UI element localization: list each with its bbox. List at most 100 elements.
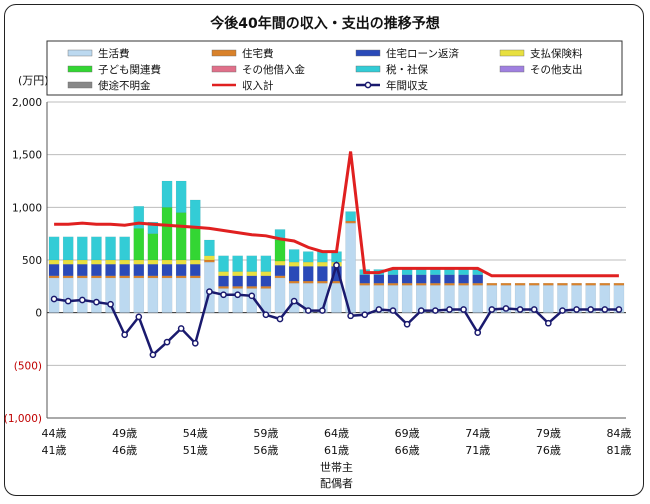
bar-segment (133, 206, 145, 229)
balance-point (516, 306, 524, 313)
bar-segment (373, 283, 385, 286)
bar-segment (303, 280, 314, 284)
x-tick-label-spouse: 71歳 (465, 444, 490, 457)
legend-label: 生活費 (98, 47, 130, 60)
legend-box (46, 40, 623, 96)
balance-point (220, 291, 227, 299)
bar-segment (48, 277, 60, 313)
balance-point (163, 338, 171, 346)
bar-segment (260, 286, 272, 289)
balance-point (573, 306, 580, 313)
legend-swatch (67, 65, 93, 73)
bar-segment (62, 277, 74, 313)
bar-segment (274, 277, 286, 313)
bar-segment (161, 180, 173, 208)
balance-point (347, 312, 354, 320)
bar-segment (444, 269, 455, 275)
bar-segment (77, 236, 88, 261)
bar-segment (48, 275, 60, 279)
x-tick-label-spouse: 56歳 (253, 444, 278, 457)
bar-segment (119, 264, 130, 276)
bar-segment (444, 283, 455, 286)
bar-segment (77, 277, 88, 313)
x-tick-label-head: 84歳 (606, 427, 631, 440)
plot-area: (1,000) (500) 0 500 1,000 1,500 2,000 44歳 41歳 49歳… (4, 97, 632, 490)
bar-segment (62, 236, 74, 261)
legend-swatch (67, 49, 93, 57)
bar-segment (571, 283, 582, 286)
balance-point (530, 306, 538, 313)
balance-point (121, 331, 129, 339)
bar-segment (288, 261, 300, 267)
bar-segment (472, 274, 483, 284)
bar-segment (133, 275, 145, 279)
bar-segment (274, 260, 286, 266)
balance-point (474, 329, 482, 337)
balance-point (544, 319, 552, 327)
bar-segment (543, 285, 554, 313)
balance-point (248, 292, 256, 300)
balance-point (107, 300, 114, 308)
bar-segment (175, 180, 187, 213)
legend-label: その他借入金 (242, 63, 305, 76)
bar-segment (430, 269, 441, 275)
x-tick-label-spouse: 41歳 (42, 444, 67, 457)
x-tick-label-spouse: 76歳 (536, 444, 561, 457)
row-title: 配偶者 (320, 477, 353, 490)
bar-segment (246, 255, 258, 272)
bar-segment (232, 286, 243, 289)
bar-segment (62, 264, 74, 276)
bar-segment (415, 269, 427, 275)
bar-segment (500, 283, 512, 286)
x-tick-label-spouse: 46歳 (112, 444, 137, 457)
bar-segment (204, 255, 215, 261)
balance-point (403, 320, 411, 328)
x-tick-label-head: 74歳 (465, 427, 490, 440)
bar-segment (458, 269, 469, 275)
legend-swatch (355, 65, 381, 73)
y-axis-unit-label: (万円) (18, 74, 49, 87)
bar-segment (274, 265, 286, 276)
balance-point (601, 306, 609, 313)
balance-point (262, 311, 270, 319)
bar-segment (133, 259, 145, 265)
balance-point (587, 306, 595, 313)
balance-point (333, 261, 340, 269)
legend-swatch (211, 49, 237, 57)
legend-label: 支払保険料 (530, 47, 583, 60)
bar-segment (161, 277, 173, 313)
balance-point (488, 306, 496, 313)
bar-segment (599, 283, 611, 286)
bar-segment (133, 264, 145, 276)
balance-point (149, 351, 157, 359)
bar-segment (175, 259, 187, 265)
bar-segment (260, 271, 272, 276)
bar-segment (190, 228, 201, 261)
bar-segment (514, 283, 526, 286)
balance-point (93, 298, 100, 306)
y-tick-label: 0 (35, 308, 42, 320)
bar-segment (345, 211, 356, 222)
bar-segment (373, 274, 385, 284)
balance-point (64, 297, 72, 305)
bar-segment (175, 275, 187, 279)
bar-segment (175, 264, 187, 276)
bar-segment (105, 236, 116, 261)
bar-segment (543, 283, 554, 286)
bar-segment (62, 259, 74, 265)
bar-segment (105, 259, 116, 265)
bar-segment (472, 283, 483, 286)
bar-segment (77, 275, 88, 279)
bar-segment (105, 277, 116, 313)
bar-segment (303, 251, 314, 263)
bar-segment (331, 283, 342, 313)
balance-point (50, 295, 58, 303)
bar-segment (161, 259, 173, 265)
y-tick-label: (500) (14, 360, 42, 372)
bar-segment (91, 236, 102, 261)
bar-segment (190, 275, 201, 279)
bar-segment (345, 220, 356, 224)
bar-segment (161, 264, 173, 276)
bar-segment (91, 277, 102, 313)
legend-label: その他支出 (530, 63, 583, 76)
